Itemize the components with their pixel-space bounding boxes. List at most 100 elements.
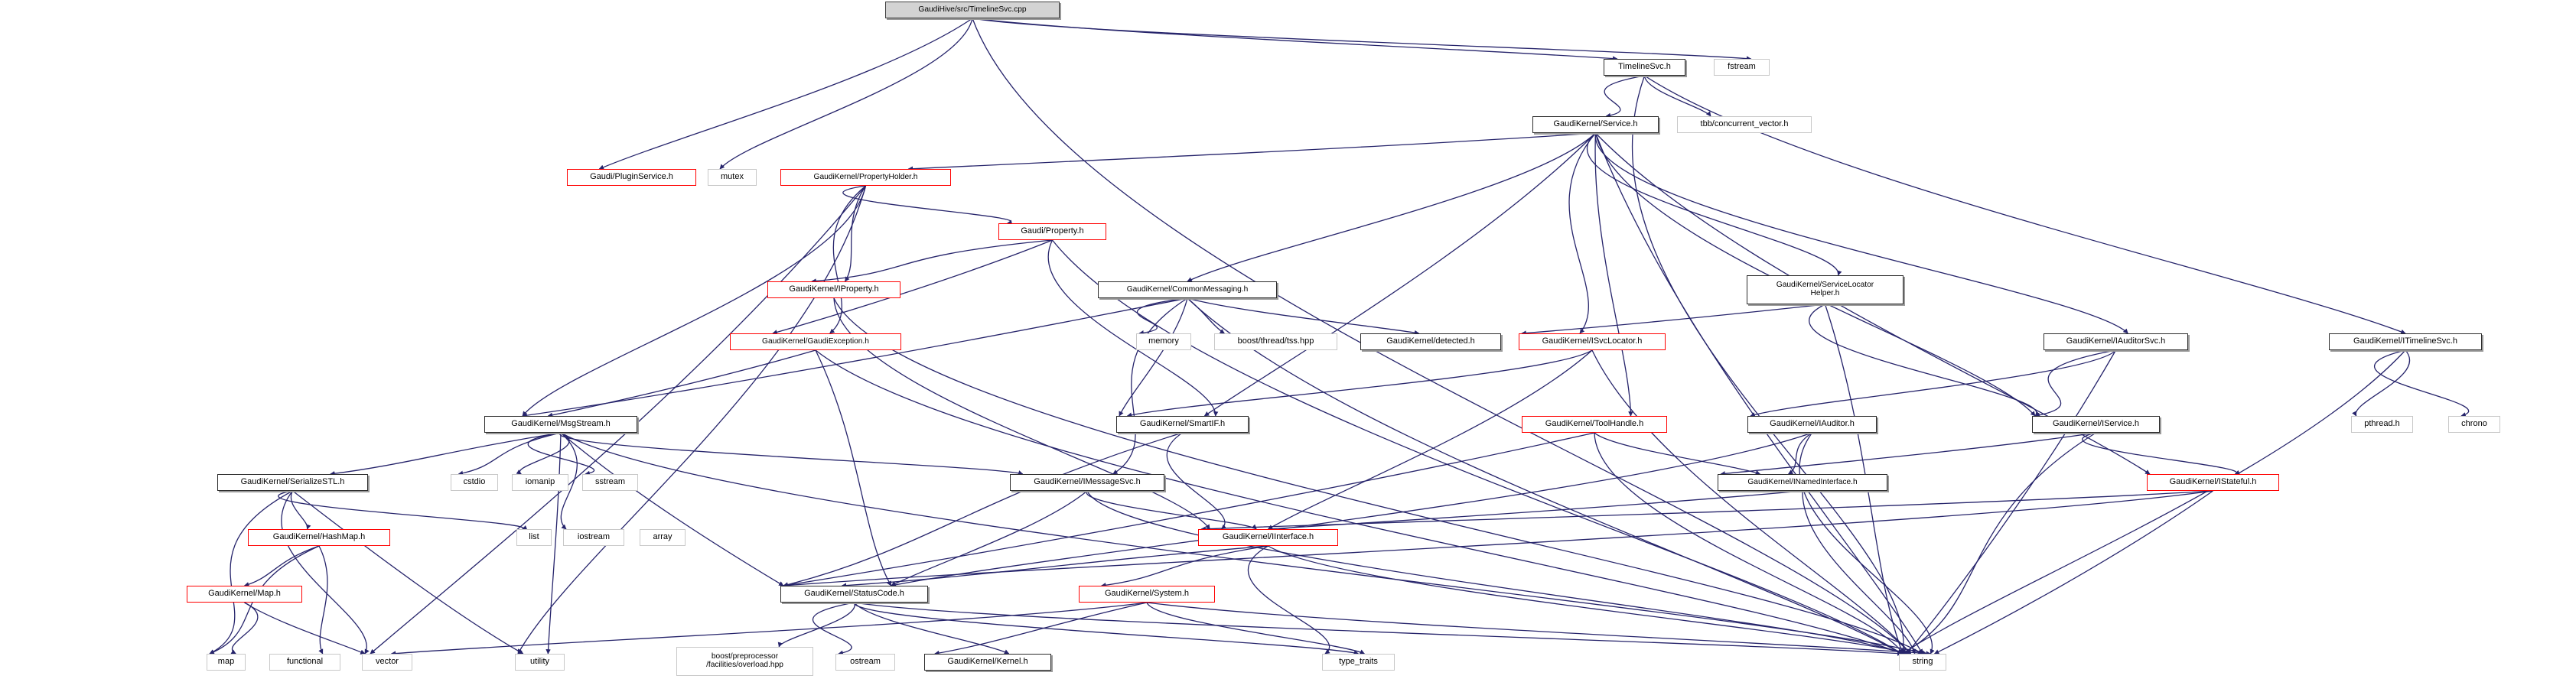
graph-node-gaudiexc-h[interactable]: GaudiKernel/GaudiException.h: [730, 333, 901, 350]
graph-edge: [1799, 432, 1935, 655]
graph-node-cstdio[interactable]: cstdio: [451, 474, 498, 491]
graph-node-tbb-cv[interactable]: tbb/concurrent_vector.h: [1677, 116, 1812, 133]
graph-node-iinterface-h[interactable]: GaudiKernel/IInterface.h: [1198, 529, 1338, 546]
graph-node-iauditorsvc-h[interactable]: GaudiKernel/IAuditorSvc.h: [2044, 333, 2188, 350]
graph-node-boost-tss[interactable]: boost/thread/tss.hpp: [1214, 333, 1337, 350]
graph-edge: [1047, 239, 1219, 417]
graph-edge: [330, 432, 562, 476]
graph-edge: [1591, 349, 1911, 655]
graph-edge: [815, 349, 892, 586]
graph-edge: [1901, 432, 2096, 655]
graph-node-type-traits[interactable]: type_traits: [1322, 654, 1395, 671]
graph-node-iostream[interactable]: iostream: [563, 529, 624, 546]
graph-edge: [598, 18, 973, 170]
graph-edge: [1906, 349, 2117, 655]
graph-edge: [230, 602, 259, 655]
graph-edge: [772, 239, 1053, 335]
graph-node-functional[interactable]: functional: [269, 654, 340, 671]
graph-node-sstream[interactable]: sstream: [582, 474, 638, 491]
graph-edge: [1595, 132, 2151, 475]
graph-node-fstream[interactable]: fstream: [1714, 59, 1770, 76]
graph-node-isvclocator-h[interactable]: GaudiKernel/ISvcLocator.h: [1519, 333, 1666, 350]
graph-edge: [1086, 490, 1904, 655]
graph-node-memory[interactable]: memory: [1136, 333, 1191, 350]
graph-edge: [2082, 432, 2240, 475]
graph-edge: [783, 432, 1595, 588]
graph-node-system-h[interactable]: GaudiKernel/System.h: [1079, 586, 1215, 603]
graph-node-root[interactable]: GaudiHive/src/TimelineSvc.cpp: [885, 2, 1060, 18]
graph-node-msgstream-h[interactable]: GaudiKernel/MsgStream.h: [484, 416, 637, 433]
graph-node-vector[interactable]: vector: [362, 654, 412, 671]
graph-edge: [841, 545, 1268, 588]
graph-node-string[interactable]: string: [1899, 654, 1946, 671]
graph-edge: [1750, 349, 2116, 417]
graph-node-map-h[interactable]: GaudiKernel/Map.h: [187, 586, 302, 603]
graph-node-chrono[interactable]: chrono: [2448, 416, 2500, 433]
graph-node-detected-h[interactable]: GaudiKernel/detected.h: [1360, 333, 1501, 350]
graph-edge: [907, 132, 1596, 171]
graph-edge: [777, 602, 855, 648]
graph-edge: [209, 490, 293, 655]
graph-edge: [854, 602, 1903, 656]
graph-node-list[interactable]: list: [516, 529, 552, 546]
graph-edge: [560, 432, 578, 530]
graph-node-iservice-h[interactable]: GaudiKernel/IService.h: [2032, 416, 2160, 433]
graph-edge: [1594, 132, 2128, 334]
graph-node-smartif-h[interactable]: GaudiKernel/SmartIF.h: [1116, 416, 1249, 433]
graph-node-map[interactable]: map: [207, 654, 246, 671]
graph-node-timelinesvc-h[interactable]: TimelineSvc.h: [1604, 59, 1685, 76]
graph-node-kernel-h[interactable]: GaudiKernel/Kernel.h: [924, 654, 1051, 671]
graph-edge: [1809, 304, 2040, 417]
graph-node-commonmsg-h[interactable]: GaudiKernel/CommonMessaging.h: [1098, 281, 1277, 298]
graph-edge: [2374, 349, 2470, 417]
graph-edge: [1203, 132, 1596, 417]
graph-node-iomanip[interactable]: iomanip: [512, 474, 568, 491]
graph-edge: [527, 432, 595, 476]
graph-node-service-h[interactable]: GaudiKernel/Service.h: [1532, 116, 1659, 133]
graph-edge: [1267, 490, 1803, 531]
graph-node-statuscode-h[interactable]: GaudiKernel/StatusCode.h: [780, 586, 928, 603]
graph-node-svclochelper-h[interactable]: GaudiKernel/ServiceLocator Helper.h: [1747, 275, 1904, 304]
graph-node-ostream[interactable]: ostream: [835, 654, 895, 671]
graph-node-imessagesvc-h[interactable]: GaudiKernel/IMessageSvc.h: [1010, 474, 1164, 491]
graph-node-utility[interactable]: utility: [515, 654, 565, 671]
graph-node-property-h[interactable]: Gaudi/Property.h: [998, 223, 1106, 240]
graph-node-array[interactable]: array: [640, 529, 686, 546]
graph-edge: [1136, 297, 1188, 336]
graph-node-serializestl-h[interactable]: GaudiKernel/SerializeSTL.h: [217, 474, 368, 491]
graph-edge: [891, 432, 1812, 588]
graph-edge: [1146, 602, 1931, 656]
graph-node-iauditor-h[interactable]: GaudiKernel/IAuditor.h: [1747, 416, 1877, 433]
graph-edge: [844, 185, 867, 282]
graph-edge: [1112, 297, 1188, 475]
graph-edge: [292, 490, 524, 655]
graph-edge: [1802, 490, 1917, 655]
graph-node-namedinterface-h[interactable]: GaudiKernel/INamedInterface.h: [1718, 474, 1887, 491]
graph-edge: [209, 545, 320, 655]
graph-edge: [560, 432, 784, 586]
graph-edge: [1267, 349, 1593, 530]
graph-edge: [1200, 490, 2213, 532]
graph-node-pthread-h[interactable]: pthread.h: [2351, 416, 2413, 433]
graph-edge: [547, 349, 816, 417]
graph-node-propertyholder-h[interactable]: GaudiKernel/PropertyHolder.h: [780, 169, 951, 186]
graph-edge: [1146, 602, 1366, 655]
graph-node-boost-overload[interactable]: boost/preprocessor /facilities/overload.…: [676, 647, 813, 676]
graph-edge: [522, 185, 867, 417]
graph-node-istateful-h[interactable]: GaudiKernel/IStateful.h: [2147, 474, 2279, 491]
graph-edge: [1594, 432, 1904, 655]
graph-edge: [812, 602, 855, 656]
graph-node-pluginservice-h[interactable]: Gaudi/PluginService.h: [567, 169, 696, 186]
graph-node-hashmap-h[interactable]: GaudiKernel/HashMap.h: [248, 529, 390, 546]
graph-node-mutex[interactable]: mutex: [708, 169, 757, 186]
graph-edge: [1594, 132, 1633, 417]
graph-node-iproperty-h[interactable]: GaudiKernel/IProperty.h: [767, 281, 900, 298]
graph-edge: [318, 545, 328, 655]
graph-edge: [390, 602, 1148, 656]
graph-node-itimelinesvc-h[interactable]: GaudiKernel/ITimelineSvc.h: [2329, 333, 2482, 350]
graph-edge: [1720, 432, 2096, 476]
graph-edge: [934, 602, 1148, 656]
graph-node-toolhandle-h[interactable]: GaudiKernel/ToolHandle.h: [1522, 416, 1667, 433]
graph-edge: [1568, 132, 1596, 334]
